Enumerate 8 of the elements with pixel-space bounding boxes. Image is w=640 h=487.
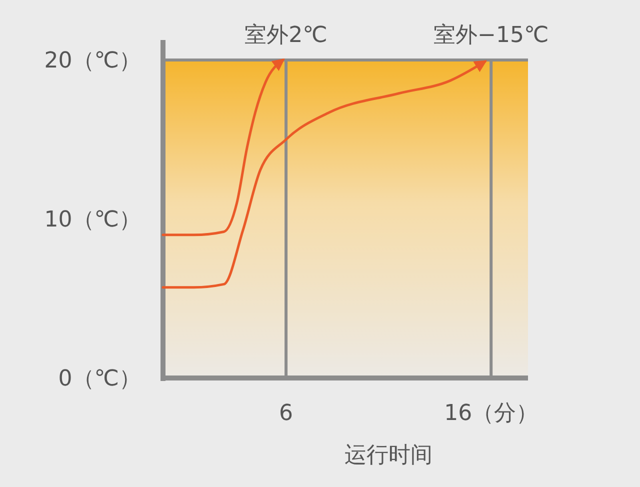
- x-tick-label: 16（分）: [444, 401, 538, 426]
- x-axis-title: 运行时间: [344, 443, 433, 468]
- y-tick-label: 10（℃）: [44, 208, 141, 233]
- ref-line-label: 室外2℃: [244, 23, 328, 48]
- y-tick-label: 20（℃）: [44, 48, 141, 74]
- x-tick-label: 6: [279, 401, 294, 426]
- y-tick-label: 0（℃）: [58, 366, 141, 392]
- ref-line-label: 室外−15℃: [434, 23, 549, 48]
